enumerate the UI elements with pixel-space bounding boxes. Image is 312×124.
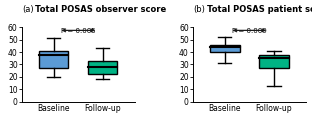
Text: Total POSAS observer score: Total POSAS observer score [35,5,167,14]
Bar [259,55,289,68]
Text: P = 0.005: P = 0.005 [61,28,95,34]
Text: Total POSAS patient score: Total POSAS patient score [207,5,312,14]
Bar [39,51,68,68]
Bar [210,45,240,52]
Bar [88,61,117,74]
Text: (b): (b) [193,5,205,14]
Text: (a): (a) [22,5,33,14]
Text: P = 0.009: P = 0.009 [232,28,267,34]
